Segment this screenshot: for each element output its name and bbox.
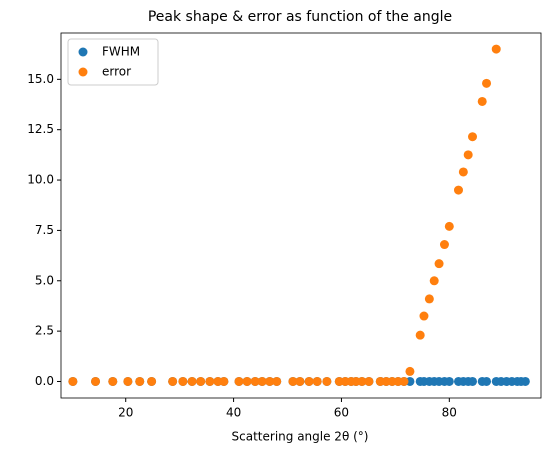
point [242,376,252,386]
legend-label: FWHM [102,45,140,59]
y-tick-label: 0.0 [35,374,54,388]
point [444,221,454,231]
point [312,376,322,386]
point [108,376,118,386]
point [147,376,157,386]
x-tick-label: 60 [334,406,349,420]
x-axis-label: Scattering angle 2θ (°) [232,430,369,444]
point [178,376,188,386]
point [520,376,530,386]
x-tick-label: 80 [442,406,457,420]
legend-box [67,38,159,86]
point [219,376,229,386]
point [458,167,468,177]
point [91,376,101,386]
point [439,240,449,250]
y-tick-label: 2.5 [35,324,54,338]
point [123,376,133,386]
point [205,376,215,386]
point [405,366,415,376]
point [250,376,260,386]
point [234,376,244,386]
point [468,376,478,386]
legend-marker [78,47,88,57]
point [429,276,439,286]
legend-label: error [102,65,131,79]
y-tick-label: 10.0 [27,173,54,187]
x-tick-label: 20 [118,406,133,420]
point [434,259,444,269]
point [295,376,305,386]
point [444,376,454,386]
point [453,185,463,195]
point [265,376,275,386]
point [272,376,282,386]
x-tick-label: 40 [226,406,241,420]
point [482,78,492,88]
point [419,311,429,321]
chart-title: Peak shape & error as function of the an… [148,9,452,25]
point [424,294,434,304]
point [187,376,197,386]
point [491,44,501,54]
point [288,376,298,386]
y-tick-label: 7.5 [35,223,54,237]
point [399,376,409,386]
point [257,376,267,386]
point [364,376,374,386]
y-tick-label: 5.0 [35,273,54,287]
point [135,376,145,386]
point [322,376,332,386]
y-tick-label: 15.0 [27,72,54,86]
point [415,330,425,340]
point [168,376,178,386]
legend-marker [78,67,88,77]
point [477,96,487,106]
point [482,376,492,386]
point [468,132,478,142]
point [357,376,367,386]
plot-frame [60,32,542,399]
point [196,376,206,386]
point [304,376,314,386]
point [463,150,473,160]
y-tick-label: 12.5 [27,122,54,136]
point [68,376,78,386]
